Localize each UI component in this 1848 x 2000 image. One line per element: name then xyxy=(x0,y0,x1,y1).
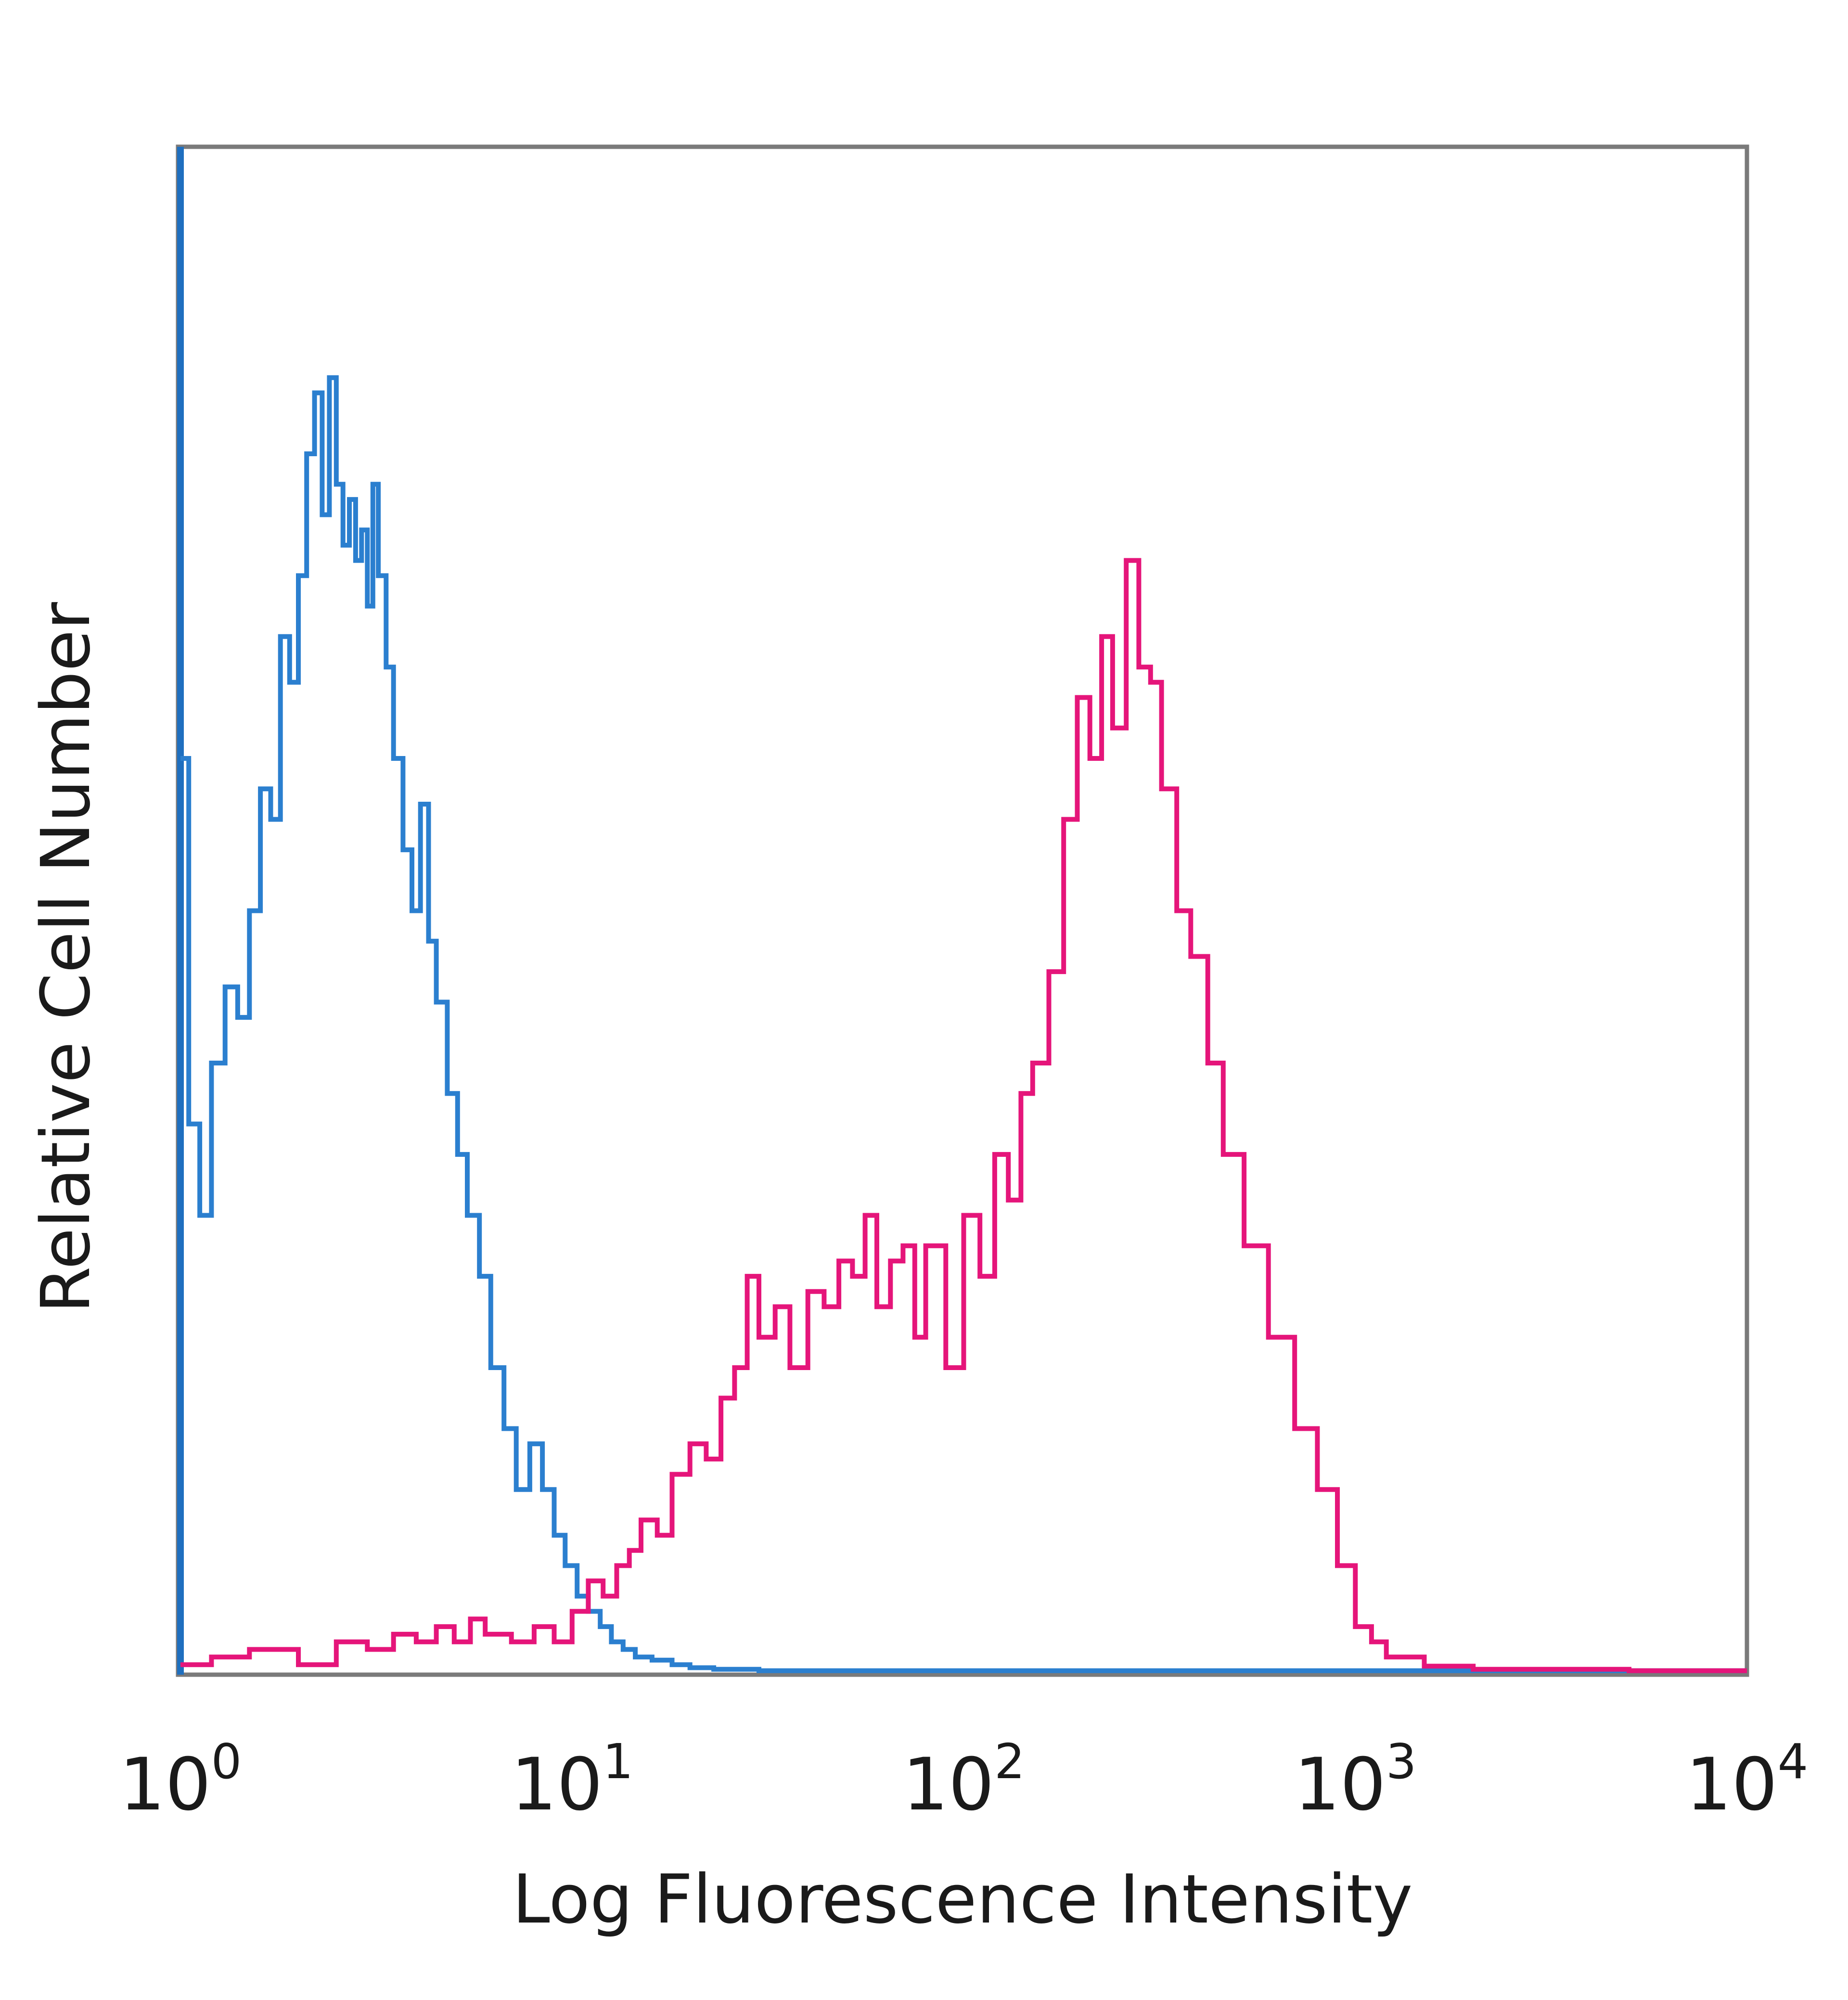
x-tick-labels: 100 101 102 103 104 xyxy=(119,1733,1809,1827)
x-tick-label: 100 xyxy=(119,1733,242,1827)
histogram-series-2 xyxy=(180,558,1747,1673)
x-axis-label: Log Fluorescence Intensity xyxy=(513,1860,1413,1939)
x-tick-label: 101 xyxy=(511,1733,634,1827)
x-tick-label: 102 xyxy=(902,1733,1025,1827)
series-layer xyxy=(180,375,1747,1673)
x-tick-label: 104 xyxy=(1686,1733,1809,1827)
x-tick-label: 103 xyxy=(1294,1733,1417,1827)
y-axis-label: Relative Cell Number xyxy=(27,602,105,1313)
histogram-series-1 xyxy=(180,375,1747,1673)
